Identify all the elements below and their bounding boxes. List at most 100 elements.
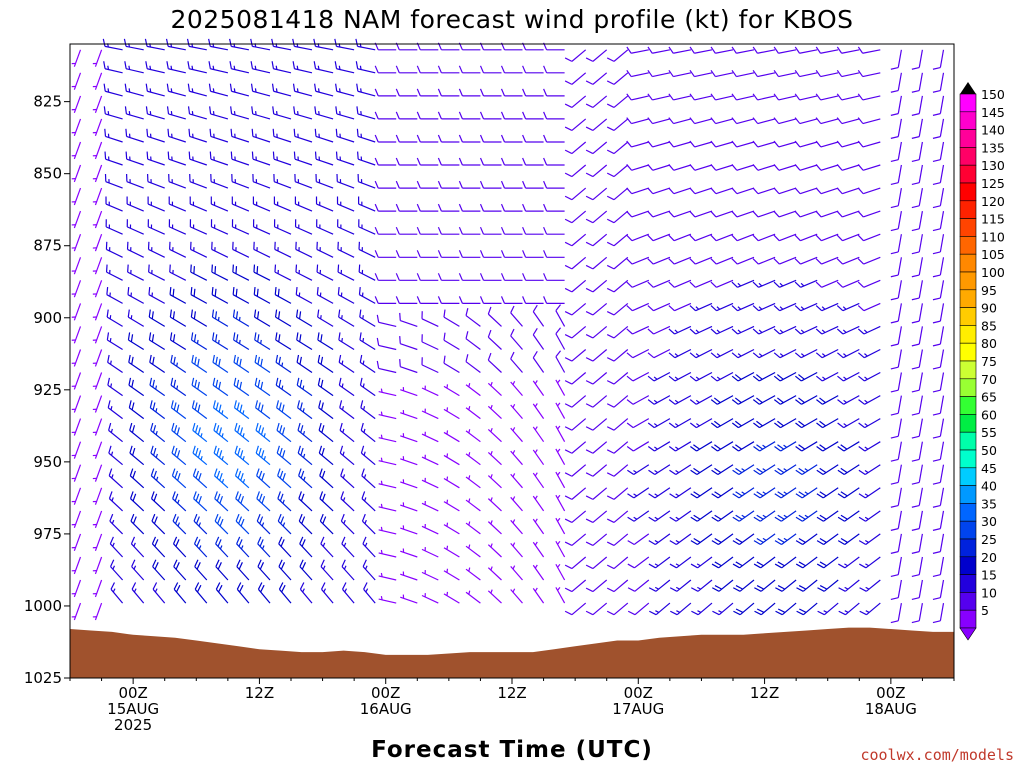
barb-staff bbox=[799, 187, 818, 195]
barb-staff bbox=[465, 315, 481, 327]
barb-staff bbox=[653, 302, 671, 312]
barb-full-tick bbox=[172, 311, 175, 320]
barb-half-tick bbox=[364, 519, 367, 524]
barb-staff bbox=[918, 141, 923, 160]
barb-full-tick bbox=[693, 444, 700, 450]
wind-barb bbox=[192, 468, 208, 489]
barb-full-tick bbox=[690, 493, 698, 499]
barb-staff bbox=[631, 95, 649, 101]
wind-barb bbox=[585, 487, 608, 500]
wind-barb bbox=[92, 257, 103, 275]
barb-full-tick bbox=[911, 481, 920, 485]
barb-full-tick bbox=[321, 447, 325, 456]
wind-barb bbox=[773, 93, 797, 101]
barb-staff bbox=[897, 303, 902, 322]
barb-half-tick bbox=[150, 201, 152, 206]
barb-full-tick bbox=[932, 228, 941, 232]
barb-staff bbox=[863, 302, 881, 312]
wind-barb bbox=[815, 93, 839, 101]
barb-staff bbox=[673, 233, 692, 242]
barb-half-tick bbox=[260, 339, 262, 344]
barb-full-tick bbox=[585, 287, 594, 293]
barb-full-tick bbox=[132, 447, 136, 456]
barb-full-tick bbox=[606, 334, 615, 339]
barb-half-tick bbox=[155, 476, 159, 481]
wind-barb bbox=[400, 594, 418, 604]
wind-barb bbox=[647, 395, 671, 405]
barb-full-tick bbox=[148, 287, 151, 295]
barb-full-tick bbox=[260, 404, 264, 413]
barb-full-tick bbox=[131, 379, 134, 388]
barb-full-tick bbox=[295, 241, 297, 250]
barb-half-tick bbox=[741, 514, 746, 518]
colorbar-swatch bbox=[959, 592, 977, 611]
barb-full-tick bbox=[714, 561, 722, 567]
barb-full-tick bbox=[693, 514, 701, 520]
colorbar-swatch bbox=[959, 253, 977, 273]
wind-barb bbox=[337, 287, 355, 304]
barb-full-tick bbox=[232, 309, 236, 318]
barb-staff bbox=[939, 234, 945, 253]
barb-half-tick bbox=[107, 133, 110, 138]
barb-full-tick bbox=[732, 493, 740, 499]
wind-barb bbox=[109, 513, 124, 535]
wind-barb bbox=[838, 556, 860, 569]
x-tick-label: 2025 bbox=[114, 716, 152, 734]
barb-full-tick bbox=[219, 518, 224, 527]
wind-barb bbox=[341, 559, 355, 581]
barb-full-tick bbox=[231, 196, 233, 205]
barb-half-tick bbox=[213, 156, 215, 161]
barb-staff bbox=[939, 602, 945, 621]
wind-barb bbox=[543, 226, 565, 235]
barb-full-tick bbox=[340, 491, 345, 499]
wind-barb bbox=[275, 377, 292, 397]
barb-staff bbox=[592, 118, 608, 131]
barb-full-tick bbox=[890, 620, 899, 624]
barb-full-tick bbox=[911, 435, 920, 439]
wind-barb bbox=[317, 309, 334, 327]
barb-half-tick bbox=[446, 384, 449, 389]
barb-staff bbox=[862, 49, 881, 54]
barb-staff bbox=[862, 187, 881, 195]
barb-full-tick bbox=[890, 182, 899, 186]
barb-full-tick bbox=[149, 377, 153, 386]
barb-full-tick bbox=[816, 469, 824, 476]
barb-staff bbox=[820, 210, 839, 218]
barb-half-tick bbox=[255, 156, 257, 161]
barb-full-tick bbox=[777, 491, 785, 497]
barb-full-tick bbox=[543, 203, 548, 212]
barb-full-tick bbox=[911, 412, 920, 416]
barb-full-tick bbox=[911, 320, 920, 324]
barb-half-tick bbox=[340, 292, 343, 297]
barb-staff bbox=[918, 257, 923, 276]
barb-full-tick bbox=[735, 491, 743, 497]
barb-full-tick bbox=[216, 447, 220, 456]
barb-staff bbox=[592, 464, 608, 477]
wind-barb bbox=[858, 395, 881, 405]
wind-barb bbox=[479, 296, 502, 304]
barb-full-tick bbox=[585, 495, 594, 500]
barb-full-tick bbox=[317, 377, 321, 386]
barb-full-tick bbox=[647, 46, 653, 54]
barb-full-tick bbox=[731, 258, 738, 265]
barb-staff bbox=[652, 187, 671, 195]
barb-full-tick bbox=[819, 538, 827, 543]
wind-barb bbox=[131, 559, 145, 581]
barb-full-tick bbox=[752, 399, 760, 405]
wind-barb bbox=[710, 233, 734, 242]
barb-staff bbox=[694, 164, 713, 171]
barb-full-tick bbox=[647, 69, 653, 77]
barb-full-tick bbox=[773, 375, 781, 382]
wind-barb bbox=[532, 350, 545, 373]
wind-barb bbox=[731, 279, 755, 288]
barb-full-tick bbox=[798, 397, 805, 404]
wind-barb bbox=[92, 349, 103, 367]
wind-barb bbox=[689, 46, 713, 54]
barb-full-tick bbox=[714, 444, 721, 450]
colorbar-swatch bbox=[959, 289, 977, 308]
barb-full-tick bbox=[238, 516, 243, 524]
colorbar-label: 50 bbox=[981, 443, 997, 458]
barb-staff bbox=[939, 464, 945, 483]
wind-barb bbox=[500, 65, 523, 74]
wind-barb bbox=[437, 111, 460, 120]
